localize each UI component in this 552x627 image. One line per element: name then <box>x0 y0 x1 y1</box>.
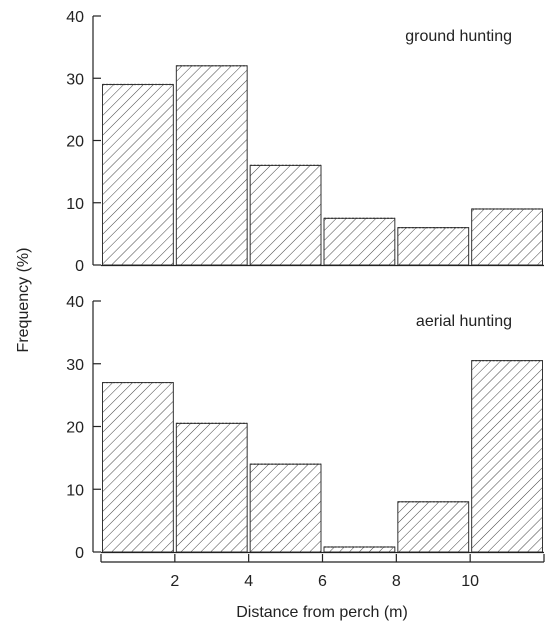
y-tick-label-aerial-20: 20 <box>66 420 84 437</box>
bar-aerial-6-8 <box>323 546 396 553</box>
panel-title-ground: ground hunting <box>405 28 512 45</box>
bar-ground-10-12 <box>471 208 543 266</box>
bar-aerial-2-4 <box>175 422 248 553</box>
x-tick-label-2: 2 <box>170 573 179 590</box>
bar-ground-6-8 <box>323 217 396 266</box>
bar-ground-8-10 <box>397 227 470 266</box>
bar-ground-2-4 <box>175 65 248 266</box>
x-tick-label-10: 10 <box>461 573 479 590</box>
y-tick-label-ground-40: 40 <box>66 9 84 26</box>
bar-aerial-4-6 <box>249 463 322 553</box>
y-tick-label-aerial-10: 10 <box>66 482 84 499</box>
x-tick-label-4: 4 <box>244 573 253 590</box>
y-tick-label-aerial-0: 0 <box>75 545 84 562</box>
y-tick-label-ground-0: 0 <box>75 258 84 275</box>
y-tick-label-ground-20: 20 <box>66 134 84 151</box>
bar-ground-0-2 <box>102 83 174 266</box>
x-tick-label-6: 6 <box>318 573 327 590</box>
bar-ground-4-6 <box>249 164 322 266</box>
panel-title-aerial: aerial hunting <box>416 313 512 330</box>
bar-aerial-8-10 <box>397 501 470 553</box>
y-tick-label-aerial-40: 40 <box>66 294 84 311</box>
y-tick-label-aerial-30: 30 <box>66 357 84 374</box>
x-axis-label: Distance from perch (m) <box>236 604 408 621</box>
x-axis: 2 4 6 8 10 <box>100 554 545 590</box>
bar-aerial-0-2 <box>102 382 174 553</box>
aerial-hunting-panel: 0 10 20 30 40 aerial hunting <box>66 294 544 562</box>
y-tick-label-ground-30: 30 <box>66 71 84 88</box>
y-axis-label: Frequency (%) <box>15 248 32 353</box>
bar-aerial-10-12 <box>471 360 543 553</box>
ground-hunting-panel: 0 10 20 30 40 ground hunting <box>66 9 544 275</box>
x-tick-label-8: 8 <box>392 573 401 590</box>
y-tick-label-ground-10: 10 <box>66 196 84 213</box>
